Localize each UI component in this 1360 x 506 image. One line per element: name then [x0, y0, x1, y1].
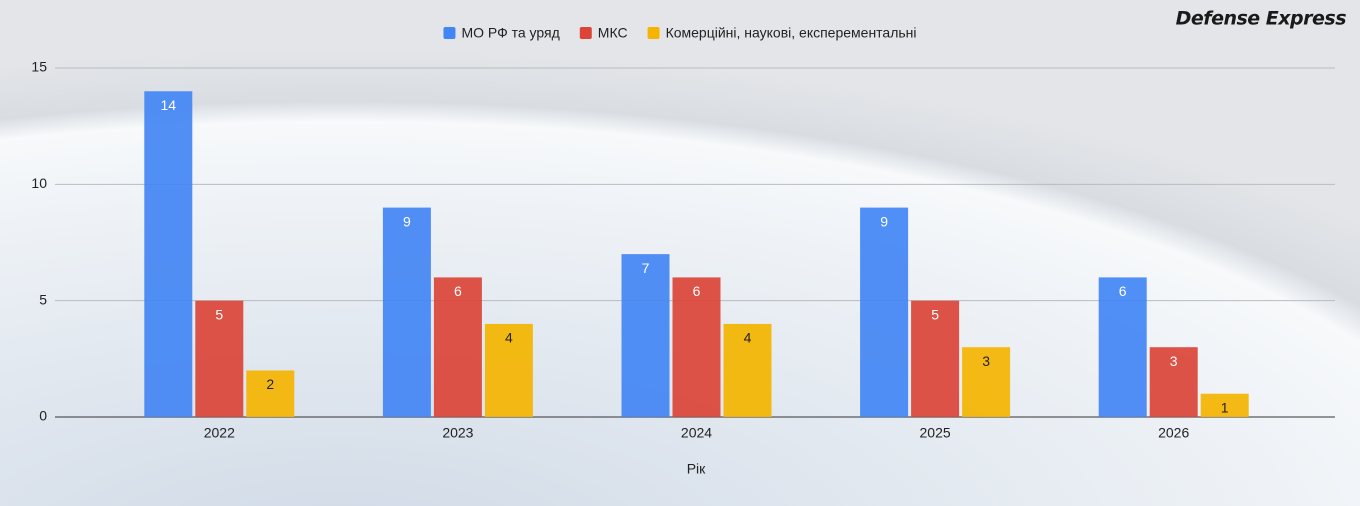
bar — [1200, 393, 1249, 417]
data-label: 5 — [215, 306, 223, 322]
bar — [860, 207, 909, 417]
bar — [484, 323, 533, 417]
data-label: 3 — [982, 353, 990, 369]
data-label: 14 — [161, 97, 177, 113]
data-label: 2 — [266, 376, 274, 392]
data-label: 5 — [931, 306, 939, 322]
y-tick-label: 0 — [39, 408, 47, 424]
x-tick-label: 2026 — [1158, 425, 1189, 441]
data-label: 6 — [693, 283, 701, 299]
legend-label: Комерційні, наукові, експерементальні — [666, 25, 917, 41]
bar — [195, 300, 244, 417]
legend-swatch — [647, 27, 660, 39]
x-axis-title: Рік — [687, 461, 706, 477]
bar — [723, 323, 772, 417]
y-tick-label: 15 — [31, 59, 47, 75]
data-label: 4 — [744, 330, 752, 346]
data-label: 6 — [454, 283, 462, 299]
brand: Defense Express — [1176, 8, 1347, 30]
data-label: 7 — [642, 260, 650, 276]
data-label: 6 — [1119, 283, 1127, 299]
x-tick-label: 2025 — [920, 425, 951, 441]
legend-swatch — [443, 27, 456, 39]
data-label: 4 — [505, 330, 513, 346]
x-tick-label: 2023 — [442, 425, 473, 441]
data-label: 9 — [880, 213, 888, 229]
data-label: 1 — [1221, 399, 1229, 415]
legend-label: МО РФ та уряд — [461, 25, 559, 41]
data-label: 3 — [1170, 353, 1178, 369]
x-tick-label: 2024 — [681, 425, 712, 441]
bar — [962, 347, 1011, 417]
bar — [1098, 277, 1147, 417]
bar — [246, 370, 295, 417]
legend-label: МКС — [598, 25, 628, 41]
y-tick-label: 5 — [39, 291, 47, 307]
bar — [1149, 347, 1198, 417]
bar — [433, 277, 482, 417]
y-tick-label: 10 — [31, 175, 47, 191]
legend-swatch — [579, 27, 592, 39]
bar — [621, 254, 670, 417]
bar — [382, 207, 431, 417]
data-label: 9 — [403, 213, 411, 229]
bar — [144, 91, 193, 418]
bar — [911, 300, 960, 417]
x-tick-label: 2022 — [204, 425, 235, 441]
bar — [672, 277, 721, 417]
